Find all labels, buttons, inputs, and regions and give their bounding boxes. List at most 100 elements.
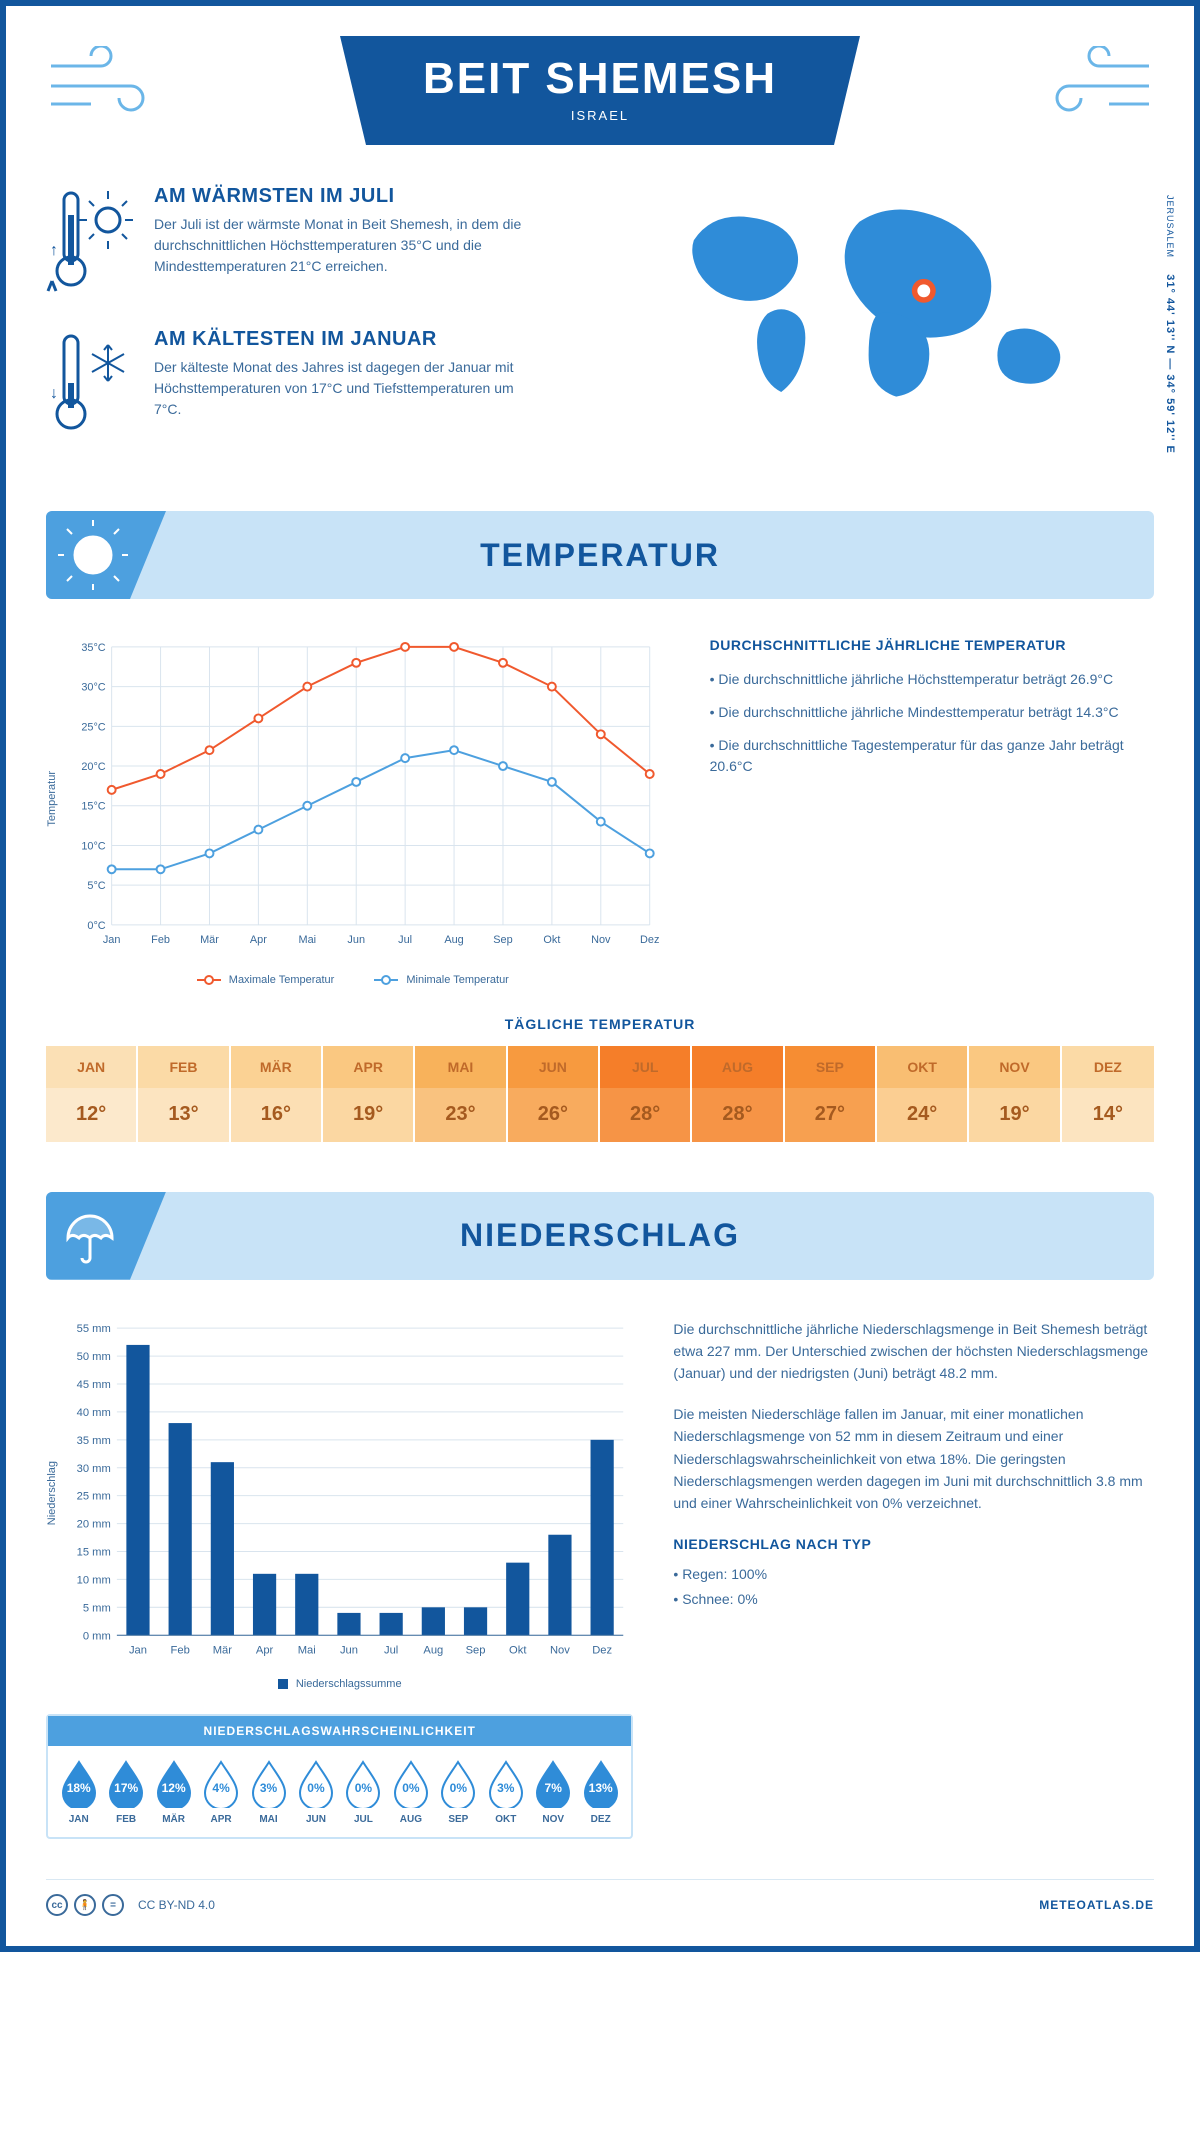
daily-head-cell: SEP [785,1046,877,1088]
precip-type-b1: • Regen: 100% [673,1563,1154,1585]
svg-text:Aug: Aug [444,934,463,946]
warmest-fact: ↑ AM WÄRMSTEN IM JULI Der Juli ist der w… [46,185,580,300]
temp-ylabel: Temperatur [46,771,58,827]
legend-min-label: Minimale Temperatur [406,974,509,986]
intro-section: ↑ AM WÄRMSTEN IM JULI Der Juli ist der w… [46,185,1154,471]
svg-text:Okt: Okt [509,1644,527,1656]
svg-text:Feb: Feb [151,934,170,946]
daily-value-cell: 24° [877,1088,969,1142]
svg-text:Sep: Sep [466,1644,486,1656]
svg-text:Dez: Dez [640,934,659,946]
daily-head-cell: MAI [415,1046,507,1088]
svg-text:Dez: Dez [592,1644,612,1656]
svg-text:5°C: 5°C [87,880,105,892]
daily-temp-value-row: 12°13°16°19°23°26°28°28°27°24°19°14° [46,1088,1154,1142]
coordinates: JERUSALEM 31° 44' 13'' N — 34° 59' 12'' … [1164,195,1176,454]
world-map-icon [620,185,1154,415]
coldest-text: Der kälteste Monat des Jahres ist dagege… [154,357,534,420]
svg-text:0°C: 0°C [87,920,105,932]
coldest-title: AM KÄLTESTEN IM JANUAR [154,328,534,351]
daily-value-cell: 26° [508,1088,600,1142]
temperature-info: DURCHSCHNITTLICHE JÄHRLICHE TEMPERATUR •… [710,637,1154,986]
country-subtitle: ISRAEL [420,108,780,123]
daily-head-cell: OKT [877,1046,969,1088]
city-title: BEIT SHEMESH [420,54,780,104]
svg-text:40 mm: 40 mm [77,1407,111,1419]
footer: cc 🧍 = CC BY-ND 4.0 METEOATLAS.DE [46,1879,1154,1916]
svg-text:15 mm: 15 mm [77,1546,111,1558]
probability-drop: 0% JUN [293,1760,338,1825]
svg-text:Apr: Apr [250,934,267,946]
precip-type-b2: • Schnee: 0% [673,1588,1154,1610]
temperature-line-chart: Temperatur 0°C5°C10°C15°C20°C25°C30°C35°… [46,637,660,986]
svg-text:Apr: Apr [256,1644,274,1656]
daily-value-cell: 19° [323,1088,415,1142]
svg-text:30°C: 30°C [81,682,105,694]
temp-info-b2: • Die durchschnittliche jährliche Mindes… [710,702,1154,723]
svg-text:30 mm: 30 mm [77,1462,111,1474]
daily-value-cell: 27° [785,1088,877,1142]
daily-temp-header-row: JANFEBMÄRAPRMAIJUNJULAUGSEPOKTNOVDEZ [46,1046,1154,1088]
by-icon: 🧍 [74,1894,96,1916]
umbrella-icon [58,1204,122,1268]
svg-text:5 mm: 5 mm [83,1602,111,1614]
probability-box: NIEDERSCHLAGSWAHRSCHEINLICHKEIT 18% JAN … [46,1714,633,1839]
svg-text:Jun: Jun [340,1644,358,1656]
svg-text:55 mm: 55 mm [77,1323,111,1335]
svg-text:Mai: Mai [298,1644,316,1656]
temp-info-title: DURCHSCHNITTLICHE JÄHRLICHE TEMPERATUR [710,637,1154,653]
svg-text:10 mm: 10 mm [77,1574,111,1586]
daily-head-cell: AUG [692,1046,784,1088]
svg-text:45 mm: 45 mm [77,1379,111,1391]
site-name: METEOATLAS.DE [1039,1898,1154,1912]
precip-legend: Niederschlagssumme [46,1678,633,1690]
precip-p2: Die meisten Niederschläge fallen im Janu… [673,1403,1154,1515]
temp-info-b1: • Die durchschnittliche jährliche Höchst… [710,669,1154,690]
probability-drop: 0% AUG [388,1760,433,1825]
precip-heading: NIEDERSCHLAG [460,1217,740,1254]
precip-text: Die durchschnittliche jährliche Niedersc… [673,1318,1154,1840]
daily-head-cell: APR [323,1046,415,1088]
thermometer-cold-icon: ↓ [46,328,136,438]
header: BEIT SHEMESH ISRAEL [46,36,1154,145]
daily-temp-title: TÄGLICHE TEMPERATUR [46,1016,1154,1032]
svg-text:50 mm: 50 mm [77,1351,111,1363]
daily-head-cell: FEB [138,1046,230,1088]
svg-text:↓: ↓ [50,385,58,402]
temperature-heading: TEMPERATUR [480,537,720,574]
coldest-fact: ↓ AM KÄLTESTEN IM JANUAR Der kälteste Mo… [46,328,580,443]
daily-head-cell: JAN [46,1046,138,1088]
svg-text:Jun: Jun [347,934,365,946]
svg-text:Okt: Okt [543,934,560,946]
wind-deco-right-icon [1034,46,1154,126]
legend-max-label: Maximale Temperatur [229,974,335,986]
svg-text:20°C: 20°C [81,761,105,773]
precip-ylabel: Niederschlag [46,1461,58,1525]
license-badge: cc 🧍 = CC BY-ND 4.0 [46,1894,215,1916]
daily-head-cell: MÄR [231,1046,323,1088]
probability-title: NIEDERSCHLAGSWAHRSCHEINLICHKEIT [48,1716,631,1746]
svg-text:Mai: Mai [299,934,317,946]
svg-text:25 mm: 25 mm [77,1490,111,1502]
daily-value-cell: 16° [231,1088,323,1142]
svg-text:Jul: Jul [384,1644,398,1656]
svg-text:35 mm: 35 mm [77,1435,111,1447]
title-banner: BEIT SHEMESH ISRAEL [340,36,860,145]
svg-text:15°C: 15°C [81,801,105,813]
svg-text:0 mm: 0 mm [83,1630,111,1642]
svg-text:25°C: 25°C [81,721,105,733]
probability-drop: 13% DEZ [578,1760,623,1825]
thermometer-hot-icon: ↑ [46,185,136,295]
svg-text:Nov: Nov [591,934,611,946]
daily-value-cell: 19° [969,1088,1061,1142]
nd-icon: = [102,1894,124,1916]
daily-value-cell: 28° [692,1088,784,1142]
probability-drop: 12% MÄR [151,1760,196,1825]
warmest-title: AM WÄRMSTEN IM JULI [154,185,534,208]
daily-value-cell: 23° [415,1088,507,1142]
precip-p1: Die durchschnittliche jährliche Niedersc… [673,1318,1154,1385]
svg-text:Mär: Mär [200,934,219,946]
precip-section-bar: NIEDERSCHLAG [46,1192,1154,1280]
coords-value: 31° 44' 13'' N — 34° 59' 12'' E [1164,274,1176,454]
wind-deco-left-icon [46,46,166,126]
